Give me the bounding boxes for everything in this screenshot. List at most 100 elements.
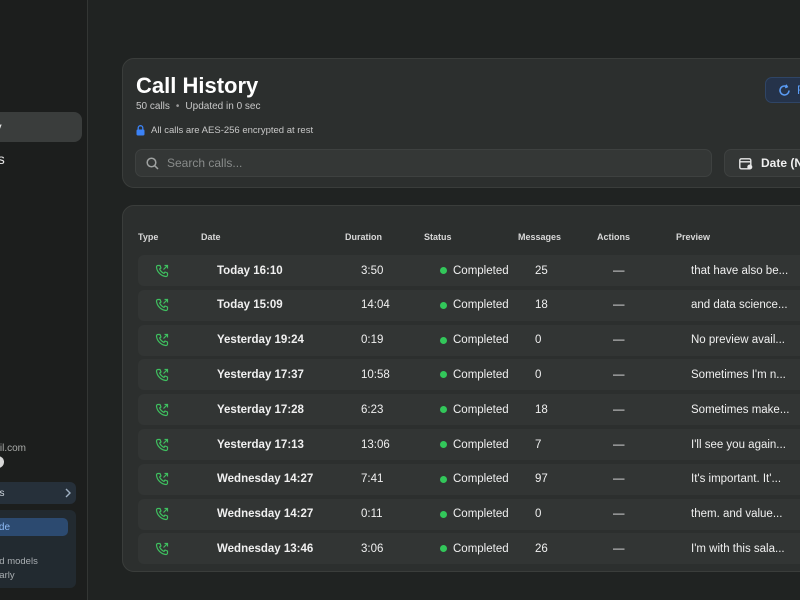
row-date: Yesterday 17:13 xyxy=(217,438,304,451)
call-meta: 50 calls • Updated in 0 sec xyxy=(136,101,260,112)
row-preview: I'm with this sala... xyxy=(691,542,785,555)
row-preview: Sometimes make... xyxy=(691,403,790,416)
sidebar-item-history[interactable]: ry xyxy=(0,112,82,142)
refresh-label: R xyxy=(797,83,800,97)
row-type xyxy=(155,325,169,356)
row-messages: 7 xyxy=(535,438,542,451)
encryption-notice: All calls are AES-256 encrypted at rest xyxy=(136,125,313,136)
row-duration: 0:11 xyxy=(361,508,383,521)
column-header-duration[interactable]: Duration xyxy=(345,232,382,242)
refresh-button[interactable]: R xyxy=(765,77,800,103)
status-text: Completed xyxy=(453,508,509,521)
user-email: mail.com xyxy=(0,443,27,454)
table-row[interactable]: Wednesday 13:46 3:06 26 — I'm with this sala… xyxy=(138,533,800,565)
status-dot-icon xyxy=(440,475,447,483)
row-date: Today 15:09 xyxy=(217,299,283,312)
status-text: Completed xyxy=(453,334,509,347)
date-filter-button[interactable]: Date (N xyxy=(724,149,800,177)
status-badge: Completed xyxy=(440,394,509,425)
row-type xyxy=(155,429,169,460)
upgrade-feature: early xyxy=(0,570,15,581)
row-actions: — xyxy=(613,368,625,381)
status-badge: Completed xyxy=(440,325,509,356)
row-duration: 3:50 xyxy=(361,264,384,277)
row-actions: — xyxy=(613,299,625,312)
status-badge: Completed xyxy=(440,533,509,564)
column-header-messages[interactable]: Messages xyxy=(518,232,562,242)
column-header-type[interactable]: Type xyxy=(138,232,159,242)
table-row[interactable]: Yesterday 17:37 10:58 0 — Sometimes I'm n...… xyxy=(138,359,800,391)
table-row[interactable]: Today 15:09 14:04 18 — and data science... Co… xyxy=(138,289,800,321)
row-messages: 97 xyxy=(535,473,548,486)
row-preview: and data science... xyxy=(691,299,788,312)
avatar[interactable] xyxy=(0,456,4,468)
row-actions: — xyxy=(613,334,625,347)
upgrade-panel: rade n ed models early xyxy=(0,510,76,588)
status-text: Completed xyxy=(453,299,509,312)
upgrade-feature: n xyxy=(0,542,72,553)
row-actions: — xyxy=(613,264,625,277)
sidebar-item-settings[interactable]: ns xyxy=(0,144,82,174)
status-dot-icon xyxy=(440,336,447,344)
row-actions: — xyxy=(613,508,625,521)
phone-outgoing-icon xyxy=(155,473,169,486)
encryption-text: All calls are AES-256 encrypted at rest xyxy=(151,125,314,136)
row-duration: 0:19 xyxy=(361,334,384,347)
status-text: Completed xyxy=(453,438,509,451)
meta-separator: • xyxy=(175,101,180,112)
phone-outgoing-icon xyxy=(155,368,169,381)
phone-outgoing-icon xyxy=(155,333,169,347)
table-row[interactable]: Wednesday 14:27 0:11 0 — them. and value... C… xyxy=(138,498,800,530)
row-date: Wednesday 13:46 xyxy=(217,542,314,555)
row-type xyxy=(155,359,169,390)
row-date: Wednesday 14:27 xyxy=(217,473,314,486)
page-title: Call History xyxy=(136,73,259,98)
status-badge: Completed xyxy=(440,499,509,530)
row-date: Yesterday 19:24 xyxy=(217,334,304,347)
calendar-icon xyxy=(739,157,753,169)
call-count: 50 calls xyxy=(136,101,170,112)
phone-outgoing-icon xyxy=(155,403,169,416)
status-dot-icon xyxy=(440,406,447,414)
column-header-actions: Actions xyxy=(597,232,631,242)
status-text: Completed xyxy=(453,542,509,555)
status-dot-icon xyxy=(440,371,447,379)
row-preview: It's important. It'... xyxy=(691,473,782,486)
sidebar-item-control[interactable]: ol xyxy=(0,80,82,110)
table-row[interactable]: Wednesday 14:27 7:41 97 — It's important. It… xyxy=(138,463,800,495)
status-dot-icon xyxy=(440,301,447,309)
refresh-icon xyxy=(779,83,790,96)
row-preview: Sometimes I'm n... xyxy=(691,368,786,381)
sidebar-link[interactable]: es xyxy=(0,482,76,504)
row-duration: 14:04 xyxy=(361,299,390,312)
row-duration: 13:06 xyxy=(361,438,390,451)
row-date: Yesterday 17:28 xyxy=(217,403,304,416)
lock-icon xyxy=(136,125,145,136)
row-preview: them. and value... xyxy=(691,508,783,521)
table-row[interactable]: Yesterday 17:13 13:06 7 — I'll see you again… xyxy=(138,429,800,460)
status-dot-icon xyxy=(440,545,447,553)
table-row[interactable]: Today 16:10 3:50 25 — that have also be... Co… xyxy=(138,255,800,286)
table-row[interactable]: Yesterday 19:24 0:19 0 — No preview avail...… xyxy=(138,324,800,356)
row-duration: 3:06 xyxy=(361,542,384,555)
header-card: Call History 50 calls • Updated in 0 sec… xyxy=(122,58,800,188)
phone-outgoing-icon xyxy=(155,507,169,521)
row-type xyxy=(155,533,169,564)
call-table: Type Date Duration Status Messages Actio… xyxy=(122,205,800,572)
row-messages: 0 xyxy=(535,368,542,381)
status-text: Completed xyxy=(453,368,509,381)
status-dot-icon xyxy=(440,267,447,274)
column-header-status[interactable]: Status xyxy=(424,232,452,242)
sidebar-item-label: ry xyxy=(0,119,2,135)
row-messages: 18 xyxy=(535,403,548,416)
search-box xyxy=(135,149,712,177)
date-filter-label: Date (N xyxy=(761,156,800,170)
status-badge: Completed xyxy=(440,359,509,390)
search-input[interactable] xyxy=(167,156,687,170)
upgrade-button[interactable]: rade xyxy=(0,518,68,536)
row-preview: that have also be... xyxy=(691,264,789,277)
column-header-date[interactable]: Date xyxy=(201,232,221,242)
sidebar-link-label: es xyxy=(0,487,5,499)
table-row[interactable]: Yesterday 17:28 6:23 18 — Sometimes make... C… xyxy=(138,394,800,426)
status-badge: Completed xyxy=(440,290,509,321)
